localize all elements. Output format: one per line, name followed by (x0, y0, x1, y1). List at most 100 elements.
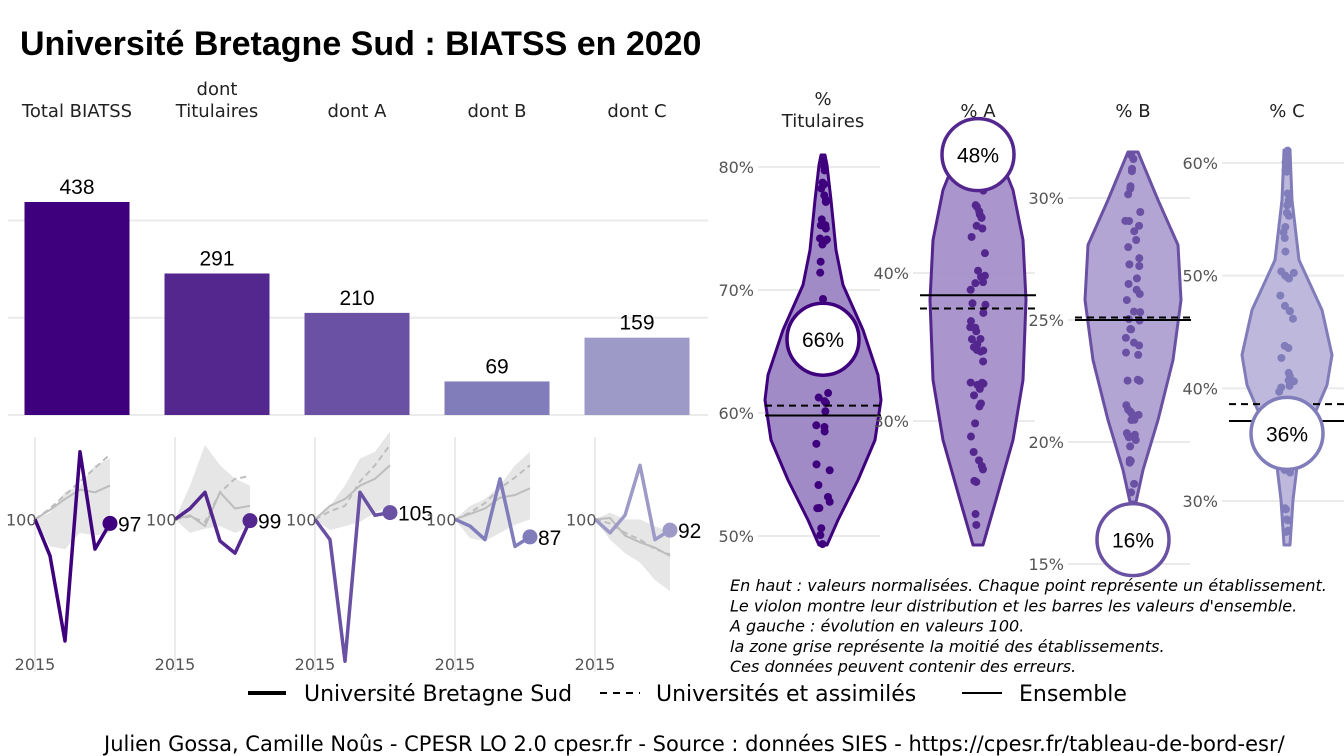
violin-point (812, 421, 821, 430)
violin-y-tick: 40% (873, 264, 909, 283)
violin-point (967, 335, 976, 344)
violin-point (1280, 301, 1289, 310)
violin-point (1126, 456, 1135, 465)
violin-point (1281, 505, 1290, 514)
bar (24, 202, 130, 415)
bar (164, 273, 270, 415)
trend-ensemble-line (594, 516, 671, 557)
trend-panel: 105 100 2015 (286, 431, 433, 674)
violin-point (1277, 353, 1286, 362)
trend-x-tick: 2015 (435, 655, 476, 674)
violin-point (972, 477, 981, 486)
violin-point (1127, 488, 1136, 497)
bar-value-label: 291 (199, 247, 234, 270)
trend-end-point (522, 529, 538, 545)
violin-point (820, 422, 829, 431)
trend-x-tick: 2015 (155, 655, 196, 674)
violin-point (1285, 274, 1294, 283)
violin-point (969, 447, 978, 456)
violin-point (966, 378, 975, 387)
note-line: En haut : valeurs normalisées. Chaque po… (730, 576, 1327, 595)
violin-point (818, 240, 827, 249)
violin-point (1284, 368, 1293, 377)
violin-point (1281, 247, 1290, 256)
violin-panel: % C 60% 50% 40% 30% 36% (1182, 101, 1344, 547)
trend-ribbon (595, 512, 670, 591)
legend-label: Universités et assimilés (656, 682, 916, 707)
trend-universites-line (314, 444, 391, 521)
violin-point (972, 520, 981, 529)
violin-point (978, 378, 987, 387)
violin-facet-label: % (814, 89, 831, 110)
violin-point (820, 180, 829, 189)
violin-point (1277, 383, 1286, 392)
violin-point (1283, 201, 1292, 210)
trend-charts: 9710020159910020151051002015871002015921… (6, 431, 701, 674)
violin-point (814, 481, 823, 490)
violin-point (1289, 268, 1298, 277)
violin-point (1121, 333, 1130, 342)
violin-point (1282, 157, 1291, 166)
violin-point (1122, 429, 1131, 438)
violin-point (972, 202, 981, 211)
trend-x-tick: 2015 (295, 655, 336, 674)
violin-point (1286, 307, 1295, 316)
violin-point (1126, 442, 1135, 451)
violin-point (1121, 348, 1130, 357)
violin-point (979, 357, 988, 366)
violin-point (825, 466, 834, 475)
violin-point (1124, 243, 1133, 252)
violin-point (1130, 227, 1139, 236)
violin-point (1122, 401, 1131, 410)
violin-point (1282, 515, 1291, 524)
trend-series-line (33, 450, 112, 643)
violin-point (974, 456, 983, 465)
trend-universites-line (594, 518, 671, 556)
violin-y-tick: 25% (1028, 311, 1064, 330)
trend-ribbon (315, 431, 390, 531)
violin-point (1124, 279, 1133, 288)
violin-point (816, 257, 825, 266)
trend-panel: 92 100 2015 (566, 437, 701, 674)
violin-point (1125, 217, 1134, 226)
bar-facet-label: dont B (468, 101, 527, 122)
violin-value-bubble (1249, 395, 1325, 472)
violin-point (1134, 350, 1143, 359)
trend-end-label: 97 (118, 513, 141, 536)
violin-point (1284, 344, 1293, 353)
violin-point (1130, 430, 1139, 439)
violin-point (1127, 325, 1136, 334)
bar-facet-label: dont C (607, 101, 666, 122)
trend-series-line (173, 490, 252, 555)
trend-end-label: 87 (538, 527, 561, 550)
violin-y-tick: 60% (718, 404, 754, 423)
violin-point (976, 334, 985, 343)
trend-y-tick: 100 (286, 510, 317, 529)
bar-value-label: 69 (485, 355, 508, 378)
trend-end-label: 105 (398, 503, 433, 526)
legend: Université Bretagne Sud Universités et as… (248, 682, 1127, 707)
violin-value-label: 16% (1112, 530, 1154, 553)
violin-point (968, 299, 977, 308)
violin-point (821, 407, 830, 416)
violin-y-tick: 40% (1182, 379, 1218, 398)
violin-value-bubble (940, 116, 1016, 193)
trend-ribbon (175, 445, 250, 533)
violin-y-tick: 70% (718, 281, 754, 300)
note-line: A gauche : évolution en valeurs 100. (729, 617, 1024, 636)
violin-point (1127, 409, 1136, 418)
notes-block: En haut : valeurs normalisées. Chaque po… (729, 576, 1327, 676)
violin-point (967, 232, 976, 241)
bar (584, 337, 690, 415)
violin-point (824, 389, 833, 398)
violin-y-tick: 50% (1182, 267, 1218, 286)
violin-point (981, 300, 990, 309)
violin-y-tick: 80% (718, 158, 754, 177)
violin-point (971, 510, 980, 519)
violin-point (966, 285, 975, 294)
violin-point (1136, 308, 1145, 317)
violin-point (823, 492, 832, 501)
violin-point (979, 346, 988, 355)
